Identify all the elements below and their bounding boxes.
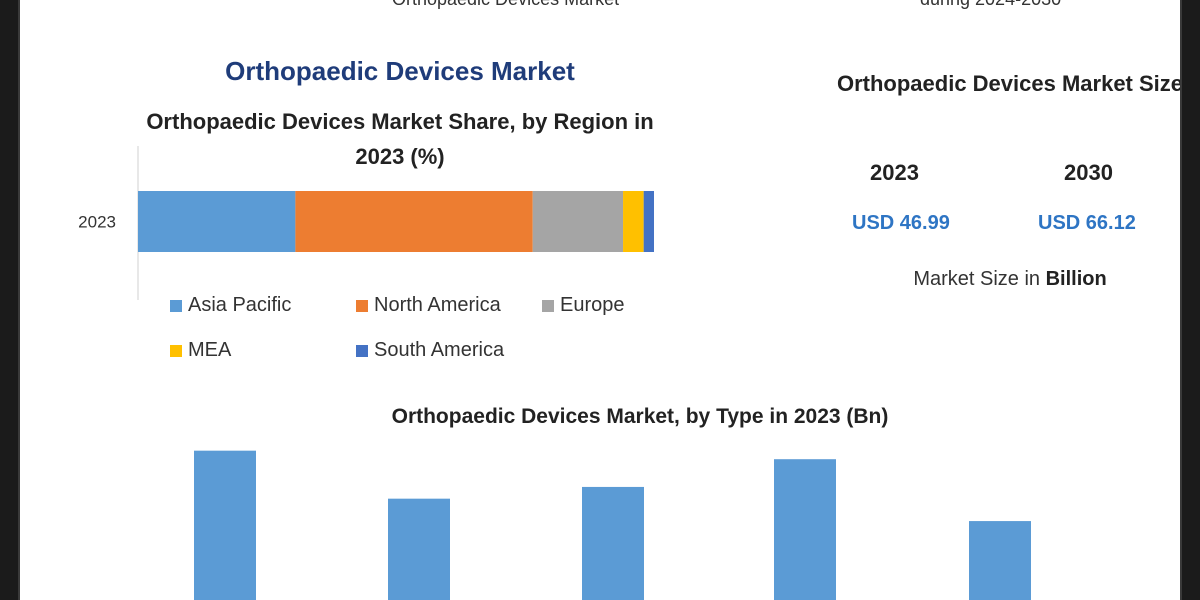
type-chart-title: Orthopaedic Devices Market, by Type in 2… (391, 405, 889, 428)
legend-swatch-mea (170, 344, 182, 357)
legend-item-mea: MEA (170, 339, 231, 362)
legend-swatch-south-america (356, 344, 368, 357)
legend-item-europe: Europe (542, 294, 625, 317)
type-bar-4 (774, 459, 836, 600)
market-size-title: Orthopaedic Devices Market Size (836, 71, 1182, 96)
region-bar-segment-north-america (295, 191, 533, 252)
legend-swatch-europe (542, 299, 554, 312)
type-bar-5 (969, 521, 1031, 600)
type-bar-3 (582, 486, 644, 600)
infographic: Orthopaedic Devices Market during 2024-2… (18, 0, 1182, 600)
type-bar-1 (194, 450, 256, 600)
legend-swatch-asia-pacific (170, 299, 182, 312)
main-title: Orthopaedic Devices Market (225, 56, 575, 86)
region-chart-title: Orthopaedic Devices Market Share, by Reg… (146, 109, 654, 169)
type-bar-2 (388, 498, 450, 600)
market-size-year-2030: 2030 (1064, 160, 1113, 185)
market-size-unit: Market Size in Billion (913, 268, 1107, 290)
legend-item-north-america: North America (356, 294, 501, 317)
region-bar-segment-mea (623, 191, 644, 252)
region-bar-segment-south-america (643, 191, 654, 252)
region-share-chart: 2023 (78, 146, 654, 300)
cut-header-right: during 2024-2030 (920, 0, 1061, 10)
market-size-value-2030: USD 66.12 (1038, 212, 1136, 234)
market-size-year-2023: 2023 (870, 160, 919, 185)
region-bar-segment-europe (532, 191, 624, 252)
legend-swatch-north-america (356, 299, 368, 312)
market-size-value-2023: USD 46.99 (852, 212, 950, 234)
region-bar-segment-asia-pacific (138, 191, 296, 252)
type-bar-chart (194, 450, 1031, 600)
legend-item-asia-pacific: Asia Pacific (170, 294, 291, 317)
region-category-label: 2023 (78, 213, 116, 232)
legend-item-south-america: South America (356, 339, 504, 362)
cut-header-left: Orthopaedic Devices Market (392, 0, 619, 10)
